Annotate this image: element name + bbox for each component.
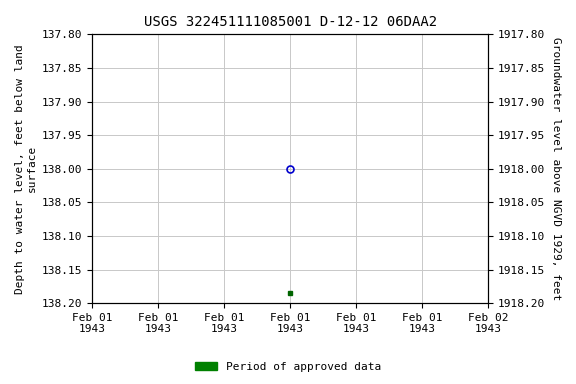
- Legend: Period of approved data: Period of approved data: [191, 358, 385, 377]
- Y-axis label: Groundwater level above NGVD 1929, feet: Groundwater level above NGVD 1929, feet: [551, 37, 561, 300]
- Title: USGS 322451111085001 D-12-12 06DAA2: USGS 322451111085001 D-12-12 06DAA2: [144, 15, 437, 29]
- Y-axis label: Depth to water level, feet below land
surface: Depth to water level, feet below land su…: [15, 44, 37, 294]
